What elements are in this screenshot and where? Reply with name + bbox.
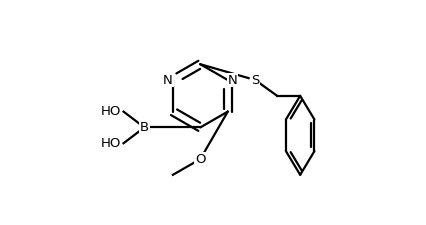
Text: HO: HO xyxy=(100,137,121,150)
Text: S: S xyxy=(250,74,259,87)
Text: N: N xyxy=(163,74,173,87)
Text: B: B xyxy=(139,121,149,134)
Text: HO: HO xyxy=(100,105,121,118)
Text: N: N xyxy=(227,74,237,87)
Text: O: O xyxy=(195,153,205,166)
